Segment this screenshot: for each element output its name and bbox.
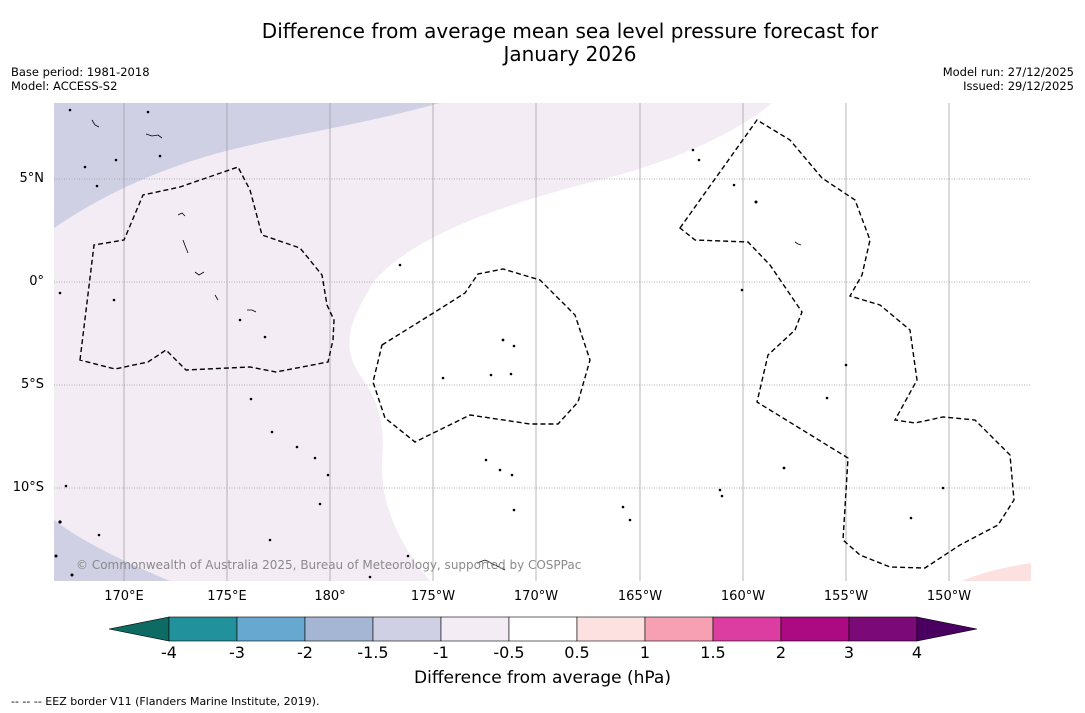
lon-label-175e: 175°E: [207, 589, 247, 604]
lat-label-0: 0°: [29, 274, 44, 289]
colorbar-tick: -4: [161, 643, 177, 662]
longitude-gridlines: [123, 103, 950, 581]
meta-left: Base period: 1981-2018 Model: ACCESS-S2: [11, 65, 150, 93]
colorbar-segment: [848, 616, 918, 642]
anomaly-field-blue-north: [54, 103, 440, 228]
lon-label-175w: 175°W: [410, 589, 456, 604]
meta-right: Model run: 27/12/2025 Issued: 29/12/2025: [943, 65, 1074, 93]
islands: [54, 108, 945, 579]
colorbar-segment: [712, 616, 782, 642]
colorbar-tick: 1: [639, 643, 651, 662]
lon-label-170e: 170°E: [104, 589, 144, 604]
anomaly-field-white-east: [349, 103, 1031, 581]
colorbar-tick: 4: [911, 643, 923, 662]
colorbar-segment: [168, 616, 238, 642]
issued-date: Issued: 29/12/2025: [963, 79, 1074, 93]
model-name: Model: ACCESS-S2: [11, 79, 118, 93]
eez-border-line-islands: [679, 119, 1015, 569]
colorbar-extend-low: [108, 616, 170, 642]
colorbar-segment: [508, 616, 578, 642]
colorbar-tick: 1.5: [700, 643, 726, 662]
lat-label-5s: 5°S: [20, 377, 44, 392]
base-period: Base period: 1981-2018: [11, 65, 150, 79]
lon-label-155w: 155°W: [823, 589, 869, 604]
title-line-2: January 2026: [503, 42, 637, 66]
lat-label-10s: 10°S: [12, 480, 44, 495]
eez-footnote: -- -- -- EEZ border V11 (Flanders Marine…: [11, 695, 320, 708]
colorbar-tick: -1.5: [357, 643, 389, 662]
copyright-notice: © Commonwealth of Australia 2025, Bureau…: [76, 558, 582, 572]
lon-label-180: 180°: [314, 589, 346, 604]
colorbar-tick: 2: [775, 643, 787, 662]
lon-label-170w: 170°W: [513, 589, 559, 604]
lon-label-150w: 150°W: [926, 589, 972, 604]
anomaly-field-blue-southwest: [54, 520, 170, 581]
colorbar-segment: [304, 616, 374, 642]
eez-borders: [79, 119, 1015, 569]
map-title: Difference from average mean sea level p…: [0, 20, 1085, 66]
colorbar-segment: [440, 616, 510, 642]
colorbar-segment: [236, 616, 306, 642]
colorbar-tick: 3: [843, 643, 855, 662]
colorbar-tick: -2: [297, 643, 313, 662]
colorbar-tick: -3: [229, 643, 245, 662]
colorbar-segment: [576, 616, 646, 642]
title-line-1: Difference from average mean sea level p…: [261, 19, 879, 43]
colorbar-tick: -1: [433, 643, 449, 662]
colorbar-tick: -0.5: [493, 643, 525, 662]
anomaly-field-pink-southeast: [962, 563, 1031, 581]
lon-label-165w: 165°W: [617, 589, 663, 604]
colorbar-segment: [780, 616, 850, 642]
eez-border-kiribati-gilberts: [79, 166, 335, 373]
colorbar-tick: 0.5: [564, 643, 590, 662]
colorbar-label: Difference from average (hPa): [414, 668, 671, 688]
eez-border-phoenix-islands: [372, 268, 591, 443]
lat-label-5n: 5°N: [19, 171, 45, 186]
colorbar-segment: [372, 616, 442, 642]
lon-label-160w: 160°W: [720, 589, 766, 604]
colorbar-segment: [644, 616, 714, 642]
model-run: Model run: 27/12/2025: [942, 65, 1074, 79]
colorbar-extend-high: [916, 616, 978, 642]
